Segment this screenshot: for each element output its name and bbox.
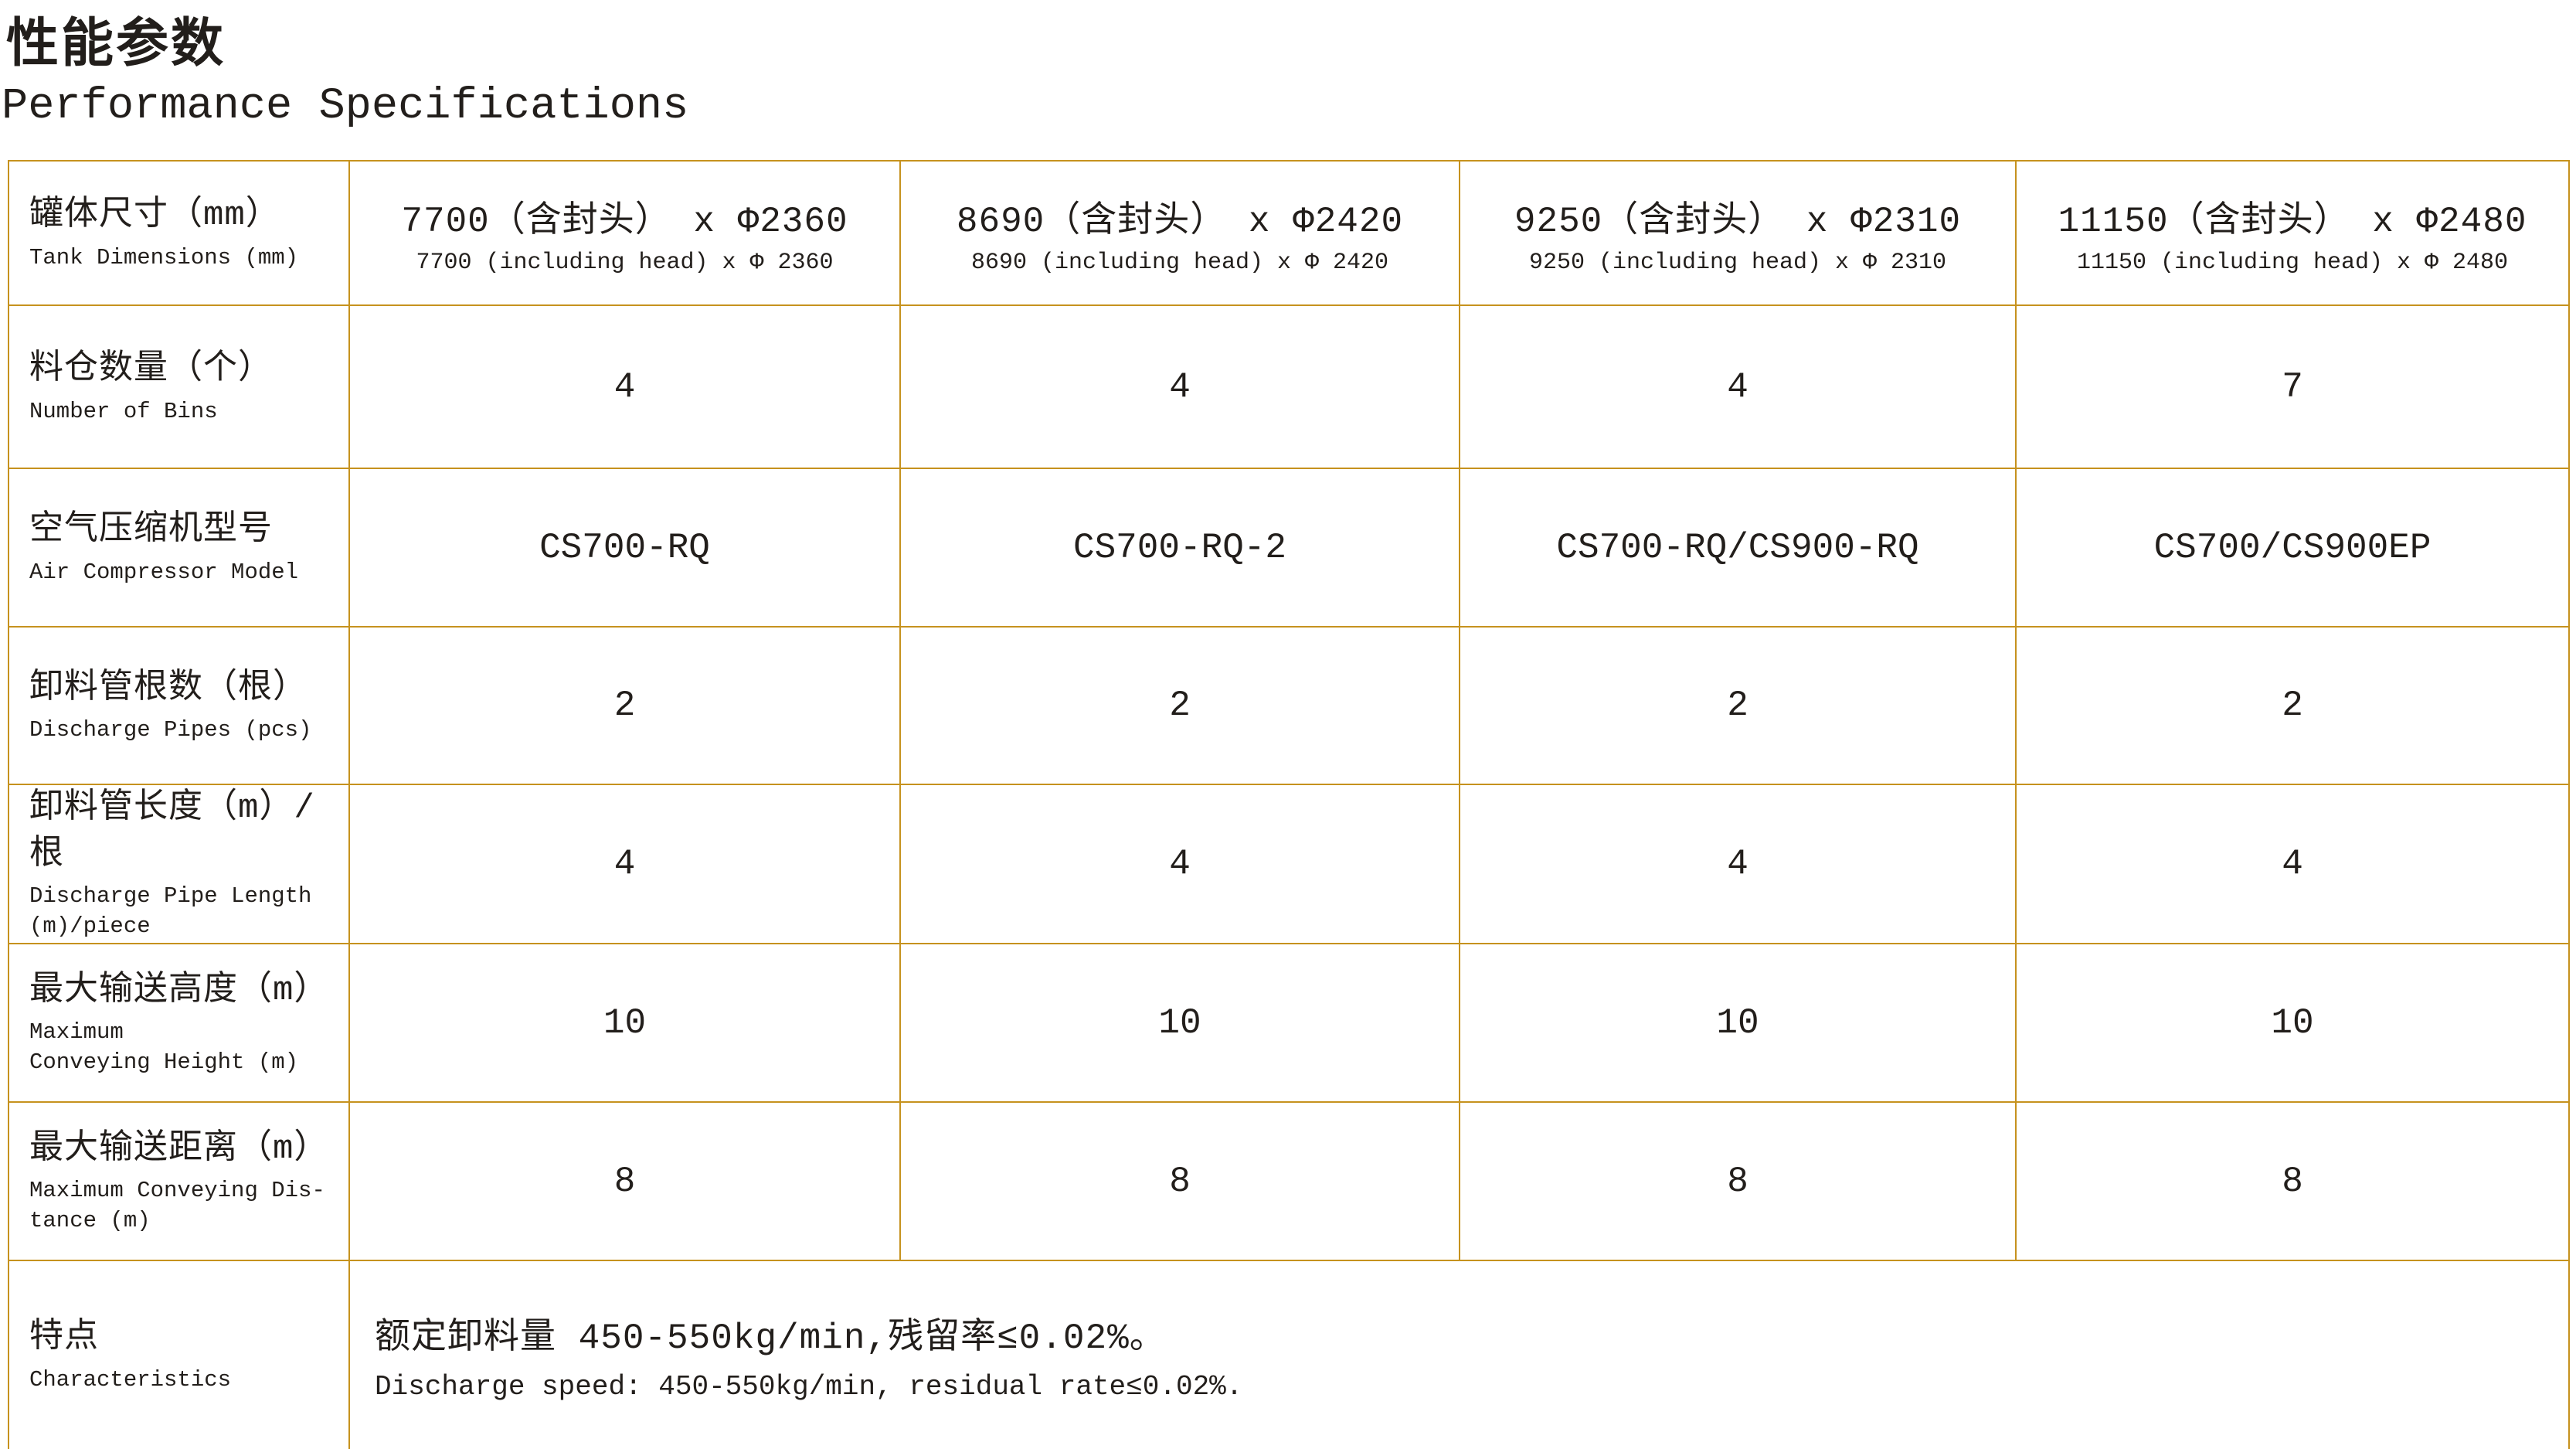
row-label-zh-5: 卸料管长度（m）/根 (29, 789, 315, 874)
spec-cell-r3c4: CS700/CS900EP (2017, 469, 2568, 628)
spec-cell-r1c3: 9250（含封头） x Φ2310 9250 (including head) x… (1460, 162, 2017, 306)
spec-value-r5c4: 4 (2282, 844, 2303, 884)
spec-value-r2c2: 4 (1169, 366, 1191, 407)
spec-cell-main-r1c1: 7700（含封头） x Φ2360 (401, 201, 848, 242)
spec-cell-r7c2: 8 (901, 1103, 1460, 1261)
spec-value-r3c1: CS700-RQ (539, 527, 710, 568)
spec-value-r5c2: 4 (1169, 844, 1191, 884)
spec-value-r4c2: 2 (1169, 685, 1191, 726)
spec-cell-r2c2: 4 (901, 306, 1460, 469)
spec-cell-r1c1: 7700（含封头） x Φ2360 7700 (including head) x… (350, 162, 901, 306)
row-label-zh-8: 特点 (29, 1318, 99, 1358)
spec-cell-r5c2: 4 (901, 785, 1460, 944)
spec-value-r4c1: 2 (613, 685, 636, 726)
row-label-en-7: Maximum Conveying Dis- tance (m) (29, 1178, 325, 1234)
spec-value-r7c3: 8 (1727, 1161, 1748, 1202)
spec-cell-r2c1: 4 (350, 306, 901, 469)
spec-value-r6c3: 10 (1716, 1002, 1759, 1043)
spec-cell-r5c3: 4 (1460, 785, 2017, 944)
spec-value-r6c4: 10 (2271, 1002, 2314, 1043)
spec-cell-r2c3: 4 (1460, 306, 2017, 469)
characteristics-line-en: Discharge speed: 450-550kg/min, residual… (375, 1371, 1243, 1403)
spec-cell-r7c3: 8 (1460, 1103, 2017, 1261)
row-label-en-3: Air Compressor Model (29, 559, 299, 585)
spec-cell-r3c1: CS700-RQ (350, 469, 901, 628)
row-label-en-8: Characteristics (29, 1366, 232, 1393)
spec-value-r2c3: 4 (1727, 366, 1748, 407)
row-label-en-1: Tank Dimensions (mm) (29, 244, 299, 270)
spec-value-r5c3: 4 (1727, 844, 1748, 884)
spec-cell-main-r1c3: 9250（含封头） x Φ2310 (1514, 201, 1962, 242)
spec-cell-sub-r1c4: 11150 (including head) x Φ 2480 (2076, 249, 2509, 276)
spec-value-r4c4: 2 (2282, 685, 2303, 726)
spec-value-r4c3: 2 (1727, 685, 1748, 726)
row-label-en-6: Maximum Conveying Height (m) (29, 1019, 299, 1076)
spec-cell-r7c4: 8 (2017, 1103, 2568, 1261)
row-label-en-2: Number of Bins (29, 398, 218, 424)
spec-cell-r6c3: 10 (1460, 944, 2017, 1103)
row-label-4: 卸料管根数（根） Discharge Pipes (pcs) (9, 628, 350, 785)
row-label-5: 卸料管长度（m）/根 Discharge Pipe Length (m)/piec… (9, 785, 350, 944)
page-title-english: Performance Specifications (2, 82, 689, 131)
spec-cell-r5c1: 4 (350, 785, 901, 944)
spec-value-r3c3: CS700-RQ/CS900-RQ (1556, 527, 1919, 568)
spec-value-r7c1: 8 (613, 1161, 636, 1202)
spec-cell-sub-r1c2: 8690 (including head) x Φ 2420 (970, 249, 1389, 276)
spec-value-r5c1: 4 (613, 844, 636, 884)
row-label-zh-6: 最大输送高度（m） (29, 971, 329, 1010)
row-label-2: 料仓数量（个） Number of Bins (9, 306, 350, 469)
characteristics-line-zh: 额定卸料量 450-550kg/min,残留率≤0.02%。 (375, 1318, 1166, 1359)
spec-cell-r5c4: 4 (2017, 785, 2568, 944)
row-label-en-4: Discharge Pipes (pcs) (29, 717, 312, 743)
characteristics-cell: 额定卸料量 450-550kg/min,残留率≤0.02%。 Discharge … (350, 1261, 2568, 1449)
spec-value-r7c4: 8 (2282, 1161, 2303, 1202)
spec-cell-main-r1c4: 11150（含封头） x Φ2480 (2058, 201, 2527, 242)
spec-value-r3c2: CS700-RQ-2 (1072, 527, 1287, 568)
spec-cell-r3c2: CS700-RQ-2 (901, 469, 1460, 628)
spec-value-r7c2: 8 (1169, 1161, 1191, 1202)
row-label-zh-7: 最大输送距离（m） (29, 1129, 329, 1168)
spec-value-r2c1: 4 (613, 366, 636, 407)
row-label-6: 最大输送高度（m） Maximum Conveying Height (m) (9, 944, 350, 1103)
spec-cell-r7c1: 8 (350, 1103, 901, 1261)
spec-cell-r4c3: 2 (1460, 628, 2017, 785)
spec-value-r3c4: CS700/CS900EP (2153, 527, 2432, 568)
spec-cell-r3c3: CS700-RQ/CS900-RQ (1460, 469, 2017, 628)
row-label-zh-1: 罐体尺寸（mm） (29, 196, 280, 236)
spec-cell-r4c1: 2 (350, 628, 901, 785)
row-label-1: 罐体尺寸（mm） Tank Dimensions (mm) (9, 162, 350, 306)
row-label-zh-2: 料仓数量（个） (29, 350, 273, 389)
spec-value-r6c1: 10 (603, 1002, 647, 1043)
row-label-8: 特点 Characteristics (9, 1261, 350, 1449)
row-label-7: 最大输送距离（m） Maximum Conveying Dis- tance (m… (9, 1103, 350, 1261)
spec-cell-r4c4: 2 (2017, 628, 2568, 785)
row-label-en-5: Discharge Pipe Length (m)/piece (29, 883, 312, 940)
spec-cell-r6c4: 10 (2017, 944, 2568, 1103)
spec-cell-r1c2: 8690（含封头） x Φ2420 8690 (including head) x… (901, 162, 1460, 306)
row-label-zh-4: 卸料管根数（根） (29, 668, 308, 708)
spec-value-r2c4: 7 (2282, 366, 2303, 407)
spec-cell-r2c4: 7 (2017, 306, 2568, 469)
spec-cell-r4c2: 2 (901, 628, 1460, 785)
spec-cell-sub-r1c3: 9250 (including head) x Φ 2310 (1528, 249, 1947, 276)
row-label-zh-3: 空气压缩机型号 (29, 511, 273, 550)
spec-cell-r1c4: 11150（含封头） x Φ2480 11150 (including head)… (2017, 162, 2568, 306)
row-label-3: 空气压缩机型号 Air Compressor Model (9, 469, 350, 628)
page-title-chinese: 性能参数 (6, 18, 226, 77)
spec-cell-sub-r1c1: 7700 (including head) x Φ 2360 (416, 249, 834, 276)
spec-value-r6c2: 10 (1158, 1002, 1201, 1043)
spec-table: 罐体尺寸（mm） Tank Dimensions (mm) 7700（含封头） x … (8, 160, 2570, 1449)
spec-cell-r6c2: 10 (901, 944, 1460, 1103)
spec-cell-r6c1: 10 (350, 944, 901, 1103)
spec-cell-main-r1c2: 8690（含封头） x Φ2420 (956, 201, 1404, 242)
